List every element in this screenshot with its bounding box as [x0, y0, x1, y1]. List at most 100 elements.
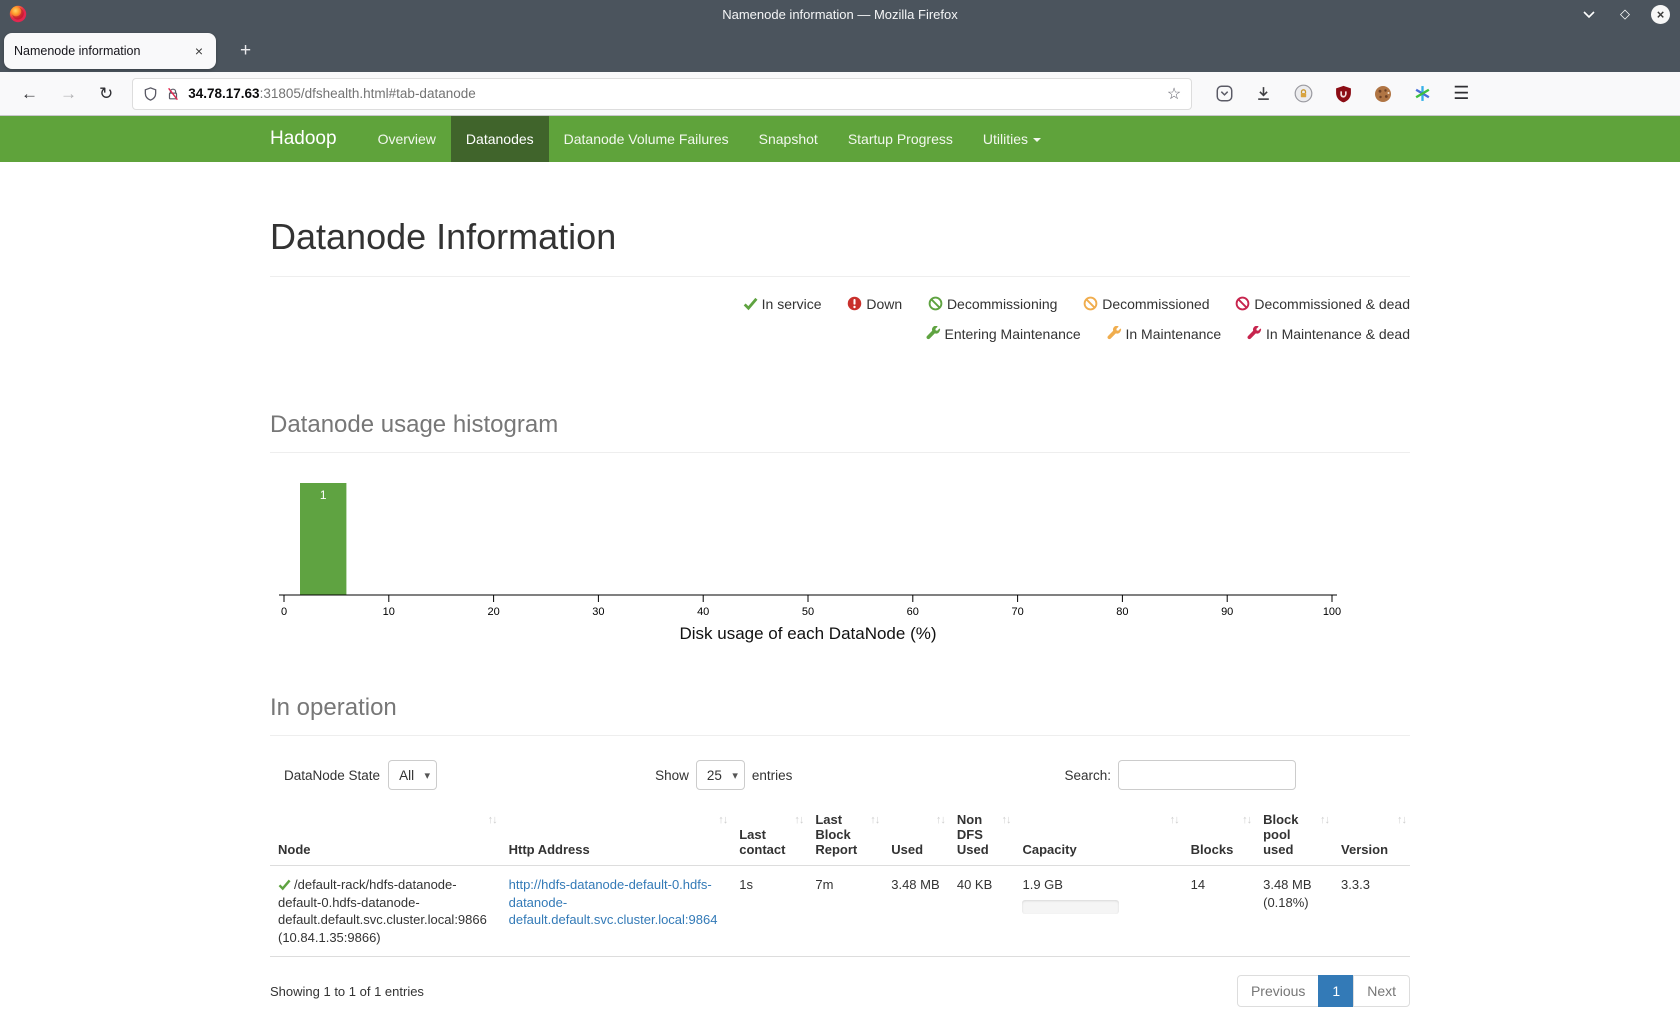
- wrench-icon: [1107, 325, 1122, 342]
- back-button[interactable]: ←: [21, 83, 38, 103]
- addon-asterisk-icon[interactable]: [1414, 85, 1431, 102]
- legend-decommissioning: Decommissioning: [928, 296, 1061, 312]
- shield-icon[interactable]: [143, 86, 158, 102]
- datanode-state-value: All: [399, 767, 415, 783]
- previous-page-button[interactable]: Previous: [1236, 975, 1320, 1008]
- usage-histogram-chart: 1 0 10 20 30 40 50 60 70 80 90 100 Disk usage of eac…: [270, 465, 1410, 652]
- downloads-icon[interactable]: [1255, 85, 1272, 102]
- nav-item-overview[interactable]: Overview: [377, 131, 436, 147]
- svg-text:1: 1: [320, 488, 327, 502]
- legend-decommissioned-dead: Decommissioned & dead: [1235, 296, 1410, 312]
- window-titlebar[interactable]: Namenode information — Mozilla Firefox ◇…: [0, 0, 1680, 28]
- datanode-state-label: DataNode State: [284, 767, 381, 783]
- browser-tab[interactable]: Namenode information ×: [4, 33, 216, 69]
- window-close-icon[interactable]: ×: [1651, 4, 1670, 24]
- capacity-value: 1.9 GB: [1022, 877, 1063, 892]
- window-maximize-icon[interactable]: ◇: [1620, 6, 1630, 21]
- nav-item-datanodes[interactable]: Datanodes: [450, 116, 549, 162]
- sort-icon[interactable]: ↑↓: [487, 814, 498, 826]
- histogram-bar: [300, 483, 347, 595]
- svg-text:30: 30: [592, 606, 604, 618]
- col-header-capacity[interactable]: Capacity ↑↓: [1014, 806, 1183, 866]
- legend-entering-maintenance: Entering Maintenance: [926, 325, 1085, 342]
- col-header-node[interactable]: Node ↑↓: [270, 806, 501, 866]
- page-length-select[interactable]: 25: [695, 760, 745, 790]
- legend-label: In Maintenance & dead: [1266, 326, 1410, 342]
- legend-in-service: In service: [743, 296, 826, 312]
- sort-icon[interactable]: ↑↓: [1001, 814, 1011, 826]
- legend-down: Down: [847, 296, 906, 312]
- tab-strip: Namenode information × +: [0, 30, 1680, 72]
- url-bar[interactable]: 34.78.17.63:31805/dfshealth.html#tab-dat…: [132, 77, 1193, 110]
- browser-toolbar: ← → ↻ 34.78.17.63:31805/dfshealth.html#t…: [0, 72, 1680, 116]
- svg-text:Disk usage of each DataNode (%: Disk usage of each DataNode (%): [679, 624, 936, 643]
- datanode-http-link[interactable]: http://hdfs-datanode-default-0.hdfs-data…: [508, 877, 718, 928]
- legend-label: In service: [761, 296, 822, 312]
- sort-icon[interactable]: ↑↓: [1320, 814, 1330, 826]
- header-label: Non DFS Used: [956, 812, 989, 857]
- forward-button[interactable]: →: [60, 83, 77, 103]
- legend-label: Decommissioned: [1102, 296, 1210, 312]
- legend-label: Decommissioned & dead: [1254, 296, 1410, 312]
- url-text: 34.78.17.63:31805/dfshealth.html#tab-dat…: [188, 86, 1167, 101]
- search-input[interactable]: [1118, 760, 1296, 790]
- ublock-icon[interactable]: [1335, 85, 1352, 103]
- next-page-button[interactable]: Next: [1353, 975, 1410, 1008]
- sort-icon[interactable]: ↑↓: [1169, 814, 1180, 826]
- col-header-http-address[interactable]: Http Address ↑↓: [500, 806, 732, 866]
- new-tab-button[interactable]: +: [240, 40, 252, 61]
- col-header-version[interactable]: Version ↑↓: [1333, 806, 1410, 866]
- sort-icon[interactable]: ↑↓: [1397, 814, 1407, 826]
- sort-icon[interactable]: ↑↓: [794, 814, 804, 826]
- window-minimize-icon[interactable]: [1579, 4, 1599, 24]
- insecure-lock-icon[interactable]: [166, 86, 180, 102]
- table-controls: DataNode State All Show 25 entries Searc…: [270, 760, 1410, 790]
- sort-icon[interactable]: ↑↓: [718, 814, 728, 826]
- header-label: Used: [891, 842, 924, 857]
- in-service-check-icon: [278, 877, 291, 892]
- reload-button[interactable]: ↻: [99, 83, 114, 103]
- col-header-last-block-report[interactable]: Last Block Report ↑↓: [807, 806, 884, 866]
- check-icon: [743, 296, 758, 312]
- col-header-block-pool-used[interactable]: Block pool used ↑↓: [1255, 806, 1334, 866]
- hamburger-menu-icon[interactable]: ☰: [1453, 83, 1470, 103]
- bookmark-star-icon[interactable]: ☆: [1166, 85, 1182, 103]
- col-header-last-contact[interactable]: Last contact ↑↓: [731, 806, 808, 866]
- datanode-table: Node ↑↓ Http Address ↑↓ Last contact ↑↓ Las…: [270, 806, 1410, 958]
- wrench-icon: [926, 325, 941, 342]
- entries-info: Showing 1 to 1 of 1 entries: [270, 983, 424, 999]
- legend-label: In Maintenance: [1125, 326, 1222, 342]
- show-label: Show: [655, 767, 689, 783]
- navbar-brand[interactable]: Hadoop: [270, 128, 337, 149]
- svg-text:60: 60: [907, 606, 919, 618]
- extension-lock-icon[interactable]: [1294, 84, 1313, 103]
- nav-item-datanode-volume-failures[interactable]: Datanode Volume Failures: [563, 131, 729, 147]
- datanode-state-select[interactable]: All: [388, 760, 438, 790]
- legend-label: Decommissioning: [946, 296, 1058, 312]
- svg-text:50: 50: [802, 606, 814, 618]
- status-legend: In service Down Decommissioning Decommis…: [270, 289, 1410, 349]
- tab-title: Namenode information: [14, 44, 141, 58]
- pocket-icon[interactable]: [1216, 85, 1233, 102]
- sort-icon[interactable]: ↑↓: [935, 814, 946, 826]
- nav-item-snapshot[interactable]: Snapshot: [758, 131, 818, 147]
- svg-text:0: 0: [281, 606, 287, 618]
- nav-item-startup-progress[interactable]: Startup Progress: [847, 131, 953, 147]
- header-label: Last Block Report: [815, 812, 858, 857]
- col-header-used[interactable]: Used ↑↓: [883, 806, 949, 866]
- col-header-non-dfs-used[interactable]: Non DFS Used ↑↓: [948, 806, 1015, 866]
- cell-used: 3.48 MB: [883, 865, 949, 958]
- cookie-icon[interactable]: [1374, 85, 1392, 103]
- cell-node: /default-rack/hdfs-datanode-default-0.hd…: [270, 865, 501, 958]
- firefox-icon: [9, 5, 27, 23]
- page-1-button[interactable]: 1: [1318, 975, 1355, 1008]
- sort-icon[interactable]: ↑↓: [870, 814, 880, 826]
- url-host: 34.78.17.63: [188, 86, 260, 101]
- nav-item-utilities[interactable]: Utilities: [968, 116, 1056, 162]
- legend-decommissioned: Decommissioned: [1083, 296, 1213, 312]
- sort-icon[interactable]: ↑↓: [1242, 814, 1252, 826]
- col-header-blocks[interactable]: Blocks ↑↓: [1182, 806, 1256, 866]
- capacity-progress-bar: [1022, 899, 1120, 914]
- tab-close-icon[interactable]: ×: [194, 43, 203, 59]
- page-length-value: 25: [706, 767, 722, 783]
